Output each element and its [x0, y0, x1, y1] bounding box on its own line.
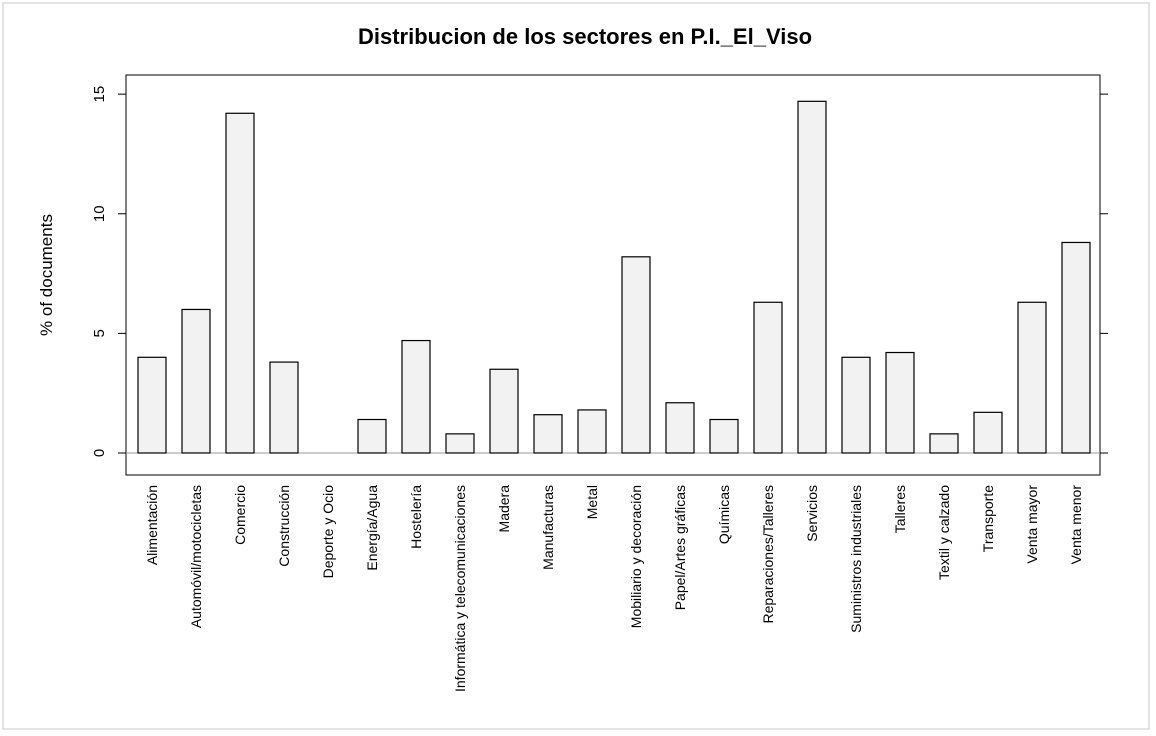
- x-tick-label: Manufacturas: [540, 485, 556, 570]
- x-tick-label: Papel/Artes gráficas: [672, 485, 688, 610]
- bar: [1061, 241, 1091, 454]
- plot-box: [125, 74, 1101, 476]
- bar: [401, 339, 431, 454]
- x-tick-label: Químicas: [716, 485, 732, 544]
- bar: [929, 433, 959, 454]
- bar: [973, 411, 1003, 454]
- bar: [357, 418, 387, 454]
- chart-title: Distribucion de los sectores en P.I._El_…: [358, 24, 812, 49]
- x-tick-label: Suministros industriales: [848, 485, 864, 633]
- x-tick-label: Hostelería: [408, 485, 424, 549]
- bar: [841, 356, 871, 454]
- bar: [225, 112, 255, 454]
- x-tick-label: Alimentación: [144, 485, 160, 565]
- x-tick-label: Reparaciones/Talleres: [760, 485, 776, 624]
- x-tick-label: Energía/Agua: [364, 485, 380, 571]
- bar: [621, 256, 651, 454]
- bar: [753, 301, 783, 454]
- bar: [181, 308, 211, 454]
- y-tick-label: 5: [91, 329, 108, 337]
- bar: [137, 356, 167, 454]
- x-tick-label: Talleres: [892, 485, 908, 533]
- x-tick-label: Servicios: [804, 485, 820, 542]
- x-tick-label: Mobiliario y decoración: [628, 485, 644, 628]
- x-tick-label: Comercio: [232, 485, 248, 545]
- x-tick-label: Transporte: [980, 485, 996, 552]
- bar: [577, 409, 607, 454]
- x-tick-label: Metal: [584, 485, 600, 519]
- x-tick-label: Construcción: [276, 485, 292, 567]
- bar: [709, 418, 739, 454]
- bar: [665, 402, 695, 454]
- y-axis-label: % of documents: [37, 214, 56, 336]
- bar: [445, 433, 475, 454]
- x-tick-label: Deporte y Ocio: [320, 485, 336, 579]
- bar: [885, 351, 915, 454]
- x-tick-label: Madera: [496, 485, 512, 533]
- y-tick-label: 10: [91, 205, 108, 222]
- x-tick-label: Textil y calzado: [936, 485, 952, 580]
- x-tick-label: Automóvil/motocicletas: [188, 485, 204, 628]
- y-tick-label: 0: [91, 449, 108, 457]
- y-tick-label: 15: [91, 86, 108, 103]
- bar: [1017, 301, 1047, 454]
- x-tick-label: Informática y telecomunicaciones: [452, 485, 468, 692]
- bar: [797, 100, 827, 454]
- bar: [269, 361, 299, 454]
- bar: [533, 414, 563, 454]
- bar: [489, 368, 519, 454]
- x-tick-label: Venta menor: [1068, 485, 1084, 565]
- x-tick-label: Venta mayor: [1024, 485, 1040, 564]
